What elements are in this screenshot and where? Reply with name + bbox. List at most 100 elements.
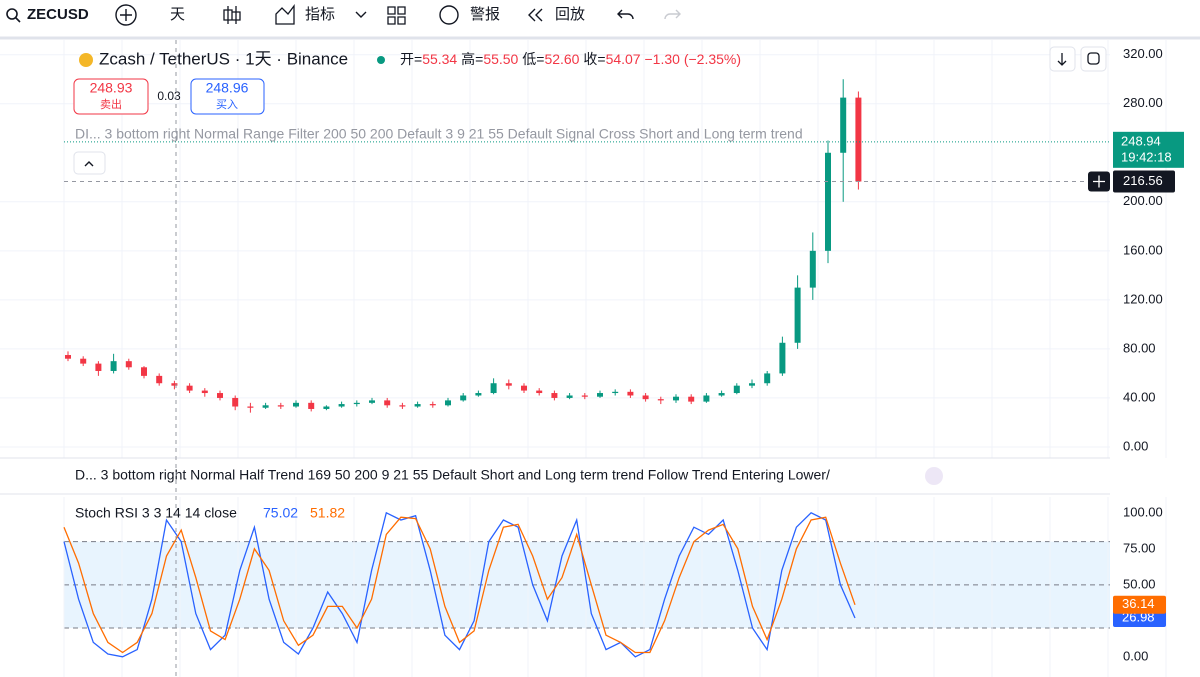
candle-body: [217, 393, 223, 398]
candle-body: [338, 404, 345, 407]
candle-body: [414, 404, 421, 407]
candle-body: [399, 405, 406, 407]
candle-body: [65, 355, 71, 359]
layout-icon[interactable]: [387, 6, 406, 25]
candle-body: [201, 390, 208, 394]
candle-body: [794, 287, 801, 343]
y-tick-label: 50.00: [1123, 576, 1156, 591]
sync-icon[interactable]: [925, 467, 943, 485]
spread: 0.03: [157, 89, 181, 103]
candle-body: [156, 375, 163, 384]
add-symbol[interactable]: [115, 4, 137, 26]
buy-label: 买入: [216, 98, 238, 111]
label: 高=: [461, 51, 483, 67]
y-tick-label: 120.00: [1123, 291, 1163, 306]
stoch-d-value: 51.82: [310, 505, 345, 521]
y-tick-label: 320.00: [1123, 46, 1163, 61]
candle-body: [536, 390, 543, 394]
y-tick-label: 0.00: [1123, 438, 1148, 453]
value: 55.34: [422, 51, 457, 67]
candle-body: [353, 402, 360, 405]
search-icon-handle: [15, 17, 21, 23]
candle-body: [186, 385, 193, 391]
candle-body: [505, 383, 512, 386]
candle-body: [688, 396, 695, 402]
candle-body: [490, 383, 497, 394]
candle-body: [171, 383, 178, 386]
candle-body: [627, 391, 634, 396]
buy-button[interactable]: [190, 78, 265, 115]
label: 开=: [400, 51, 422, 67]
candle-body: [141, 367, 147, 376]
y-tick-label: 280.00: [1123, 95, 1163, 110]
value: 55.50: [483, 51, 518, 67]
candle-body: [764, 373, 771, 384]
stoch-title: Stoch RSI 3 3 14 14 close: [75, 505, 237, 521]
replay[interactable]: 回放: [555, 6, 585, 23]
last-price-box: [1113, 131, 1184, 168]
indicators-icon[interactable]: [275, 4, 295, 25]
sell-button[interactable]: [73, 78, 149, 115]
y-tick-label: 160.00: [1123, 242, 1163, 257]
candle-body: [749, 383, 755, 386]
countdown: 19:42:18: [1121, 149, 1172, 164]
candle-body: [581, 395, 588, 397]
buy-price: 248.96: [206, 80, 249, 96]
value: 52.60: [544, 51, 579, 67]
candle-body: [110, 361, 117, 371]
sell-price: 248.93: [90, 80, 133, 96]
y-tick-label: 100.00: [1123, 504, 1163, 519]
search-icon[interactable]: [6, 8, 18, 20]
candle-body: [323, 406, 330, 409]
label: 低=: [522, 51, 544, 67]
label: 收=: [583, 51, 605, 67]
candle-body: [521, 385, 527, 391]
candle-body: [703, 395, 710, 402]
symbol[interactable]: ZECUSD: [27, 6, 89, 23]
indicators[interactable]: 指标: [305, 6, 335, 23]
change: −1.30 (−2.35%): [645, 51, 742, 67]
candle-body: [825, 152, 831, 251]
candle-body: [308, 402, 315, 409]
alert-icon[interactable]: [439, 5, 459, 25]
last-price: 248.94: [1121, 133, 1161, 148]
stoch-line: [63, 516, 856, 654]
candle-body: [125, 361, 132, 368]
ohlc-legend: 开=55.34 高=55.50 低=52.60 收=54.07 −1.30 (−…: [400, 51, 741, 67]
candle-body: [566, 395, 573, 398]
replay-icon[interactable]: [528, 8, 543, 22]
candle-body: [247, 406, 254, 408]
interval[interactable]: 天: [170, 6, 185, 23]
candle-body: [262, 405, 269, 408]
stoch-line: [63, 511, 856, 658]
candle-body: [232, 397, 239, 407]
candle-body: [642, 395, 649, 400]
arrow: [1057, 53, 1067, 66]
last-value: 36.14: [1122, 596, 1155, 611]
candle-body: [460, 395, 467, 401]
candle-body: [95, 363, 102, 371]
candle-body: [840, 97, 847, 153]
redo[interactable]: [664, 9, 681, 20]
plus-icon: [1093, 175, 1105, 188]
candle-body: [293, 402, 299, 407]
plot-layer: [0, 40, 1167, 677]
alert[interactable]: 警报: [470, 6, 500, 23]
fullscreen-button[interactable]: [1080, 46, 1107, 72]
candle-body: [551, 393, 558, 398]
dropdown[interactable]: [355, 11, 367, 18]
chart-type-icon[interactable]: [223, 6, 241, 24]
candle-body: [445, 400, 451, 406]
candle-body: [369, 400, 375, 403]
y-tick-label: 200.00: [1123, 193, 1163, 208]
symbol-title: Zcash / TetherUS · 1天 · Binance: [99, 49, 348, 68]
candle-body: [733, 385, 740, 394]
candle-body: [779, 342, 786, 374]
candle-body: [597, 393, 603, 397]
crosshair-price: 216.56: [1123, 173, 1163, 188]
crosshair-price-box: [1113, 170, 1175, 193]
undo[interactable]: [617, 9, 634, 20]
add-icon: [120, 9, 132, 21]
candle-body: [809, 250, 816, 288]
